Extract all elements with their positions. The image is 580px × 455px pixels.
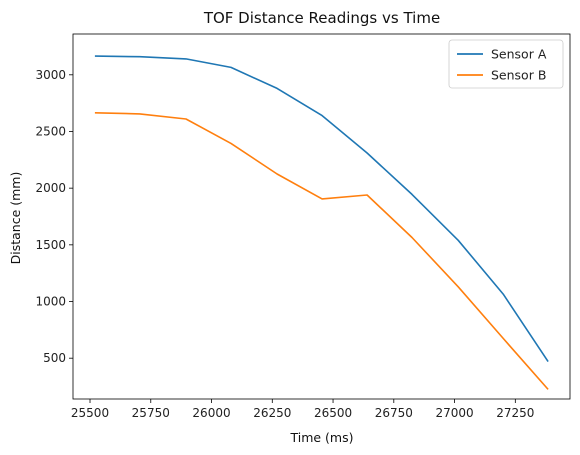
- legend: Sensor A Sensor B: [448, 39, 564, 89]
- y-tick-label: 1000: [35, 295, 66, 309]
- x-axis-label: Time (ms): [289, 430, 353, 445]
- x-tick-label: 26000: [192, 406, 230, 420]
- y-tick-label: 2000: [35, 181, 66, 195]
- ticks: 25500 25750 26000 26250 26500 26750 27000 27250…: [35, 68, 534, 420]
- y-axis-label: Distance (mm): [8, 172, 23, 265]
- x-tick-label: 26750: [375, 406, 413, 420]
- axes: [72, 33, 571, 400]
- chart-title: TOF Distance Readings vs Time: [203, 9, 440, 27]
- x-tick-label: 25750: [132, 406, 170, 420]
- legend-label-1: Sensor A: [491, 47, 547, 62]
- x-tick-label: 26500: [314, 406, 352, 420]
- y-tick-label: 500: [43, 351, 66, 365]
- plot-lines: [94, 55, 549, 390]
- series-line-2: [94, 112, 549, 390]
- x-tick-label: 26250: [253, 406, 291, 420]
- y-tick-label: 3000: [35, 68, 66, 82]
- x-tick-label: 25500: [71, 406, 109, 420]
- legend-label-2: Sensor B: [491, 68, 546, 83]
- x-tick-label: 27250: [496, 406, 534, 420]
- y-tick-label: 1500: [35, 238, 66, 252]
- plot-frame: [72, 33, 571, 400]
- series-line-1: [94, 55, 549, 363]
- x-tick-label: 27000: [435, 406, 473, 420]
- y-tick-label: 2500: [35, 124, 66, 138]
- legend-box: [448, 39, 564, 89]
